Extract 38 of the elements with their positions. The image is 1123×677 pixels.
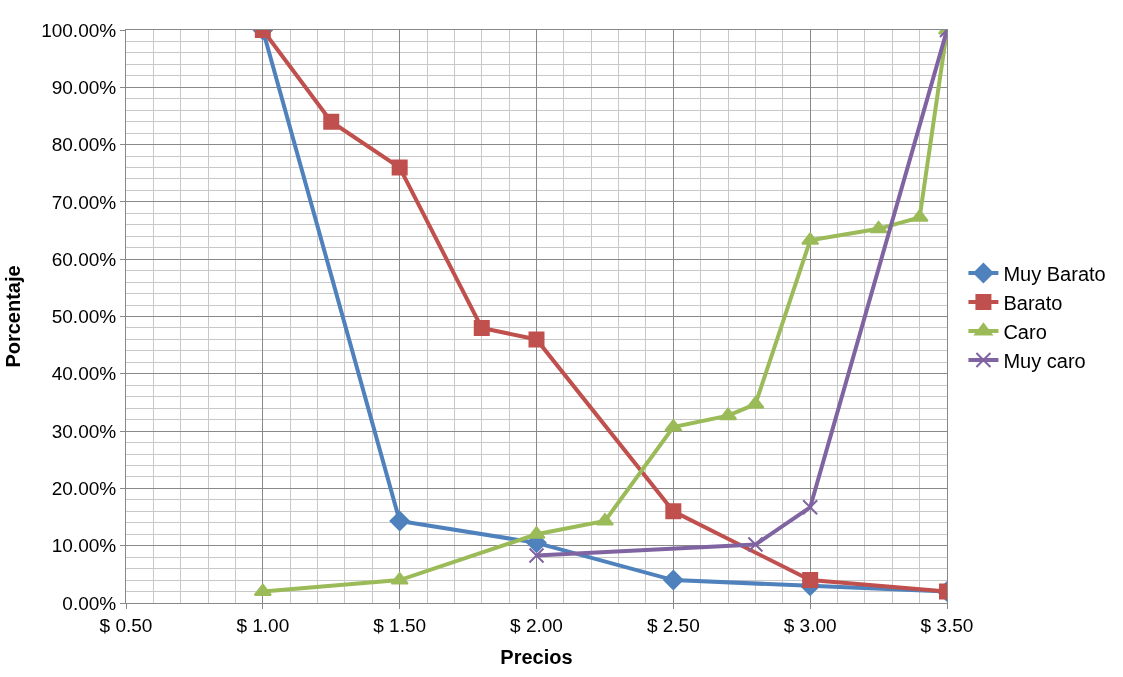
point — [802, 572, 819, 589]
y-tick-label: 50.00% — [51, 306, 117, 328]
legend-label: Muy caro — [1003, 349, 1086, 372]
x-tick-label: $ 2.50 — [646, 614, 700, 636]
point — [802, 499, 819, 516]
point — [665, 503, 682, 520]
x-axis-title: Precios — [500, 646, 573, 669]
y-tick-label: 20.00% — [51, 478, 117, 500]
point — [253, 583, 272, 597]
y-tick-label: 10.00% — [51, 535, 117, 557]
point — [869, 220, 888, 234]
point — [389, 510, 410, 532]
y-tick-label: 60.00% — [51, 248, 117, 270]
y-tick-label: 80.00% — [51, 134, 117, 156]
y-axis-title: Porcentaje — [1, 265, 24, 368]
y-tick-label: 100.00% — [41, 19, 117, 41]
legend-label: Caro — [1003, 320, 1047, 343]
point — [718, 407, 738, 421]
x-tick-label: $ 0.50 — [99, 614, 153, 636]
x-tick-label: $ 3.00 — [783, 614, 837, 636]
y-tick-label: 30.00% — [51, 420, 117, 442]
point — [528, 547, 545, 564]
y-tick-label: 40.00% — [51, 363, 117, 385]
y-tick-label: 70.00% — [51, 191, 117, 213]
point — [473, 319, 490, 336]
y-tick-label: 0.00% — [62, 592, 117, 614]
x-tick-label: $ 1.50 — [373, 614, 427, 636]
x-tick-label: $ 1.00 — [236, 614, 290, 636]
y-tick-label: 90.00% — [51, 76, 117, 98]
point — [323, 113, 340, 130]
point — [528, 331, 545, 348]
point — [663, 569, 684, 591]
x-tick-label: $ 2.00 — [510, 614, 563, 636]
point — [747, 536, 764, 553]
point — [391, 159, 408, 176]
legend-label: Muy Barato — [1003, 262, 1106, 285]
x-tick-label: $ 3.50 — [920, 614, 974, 636]
legend-label: Barato — [1003, 291, 1063, 314]
